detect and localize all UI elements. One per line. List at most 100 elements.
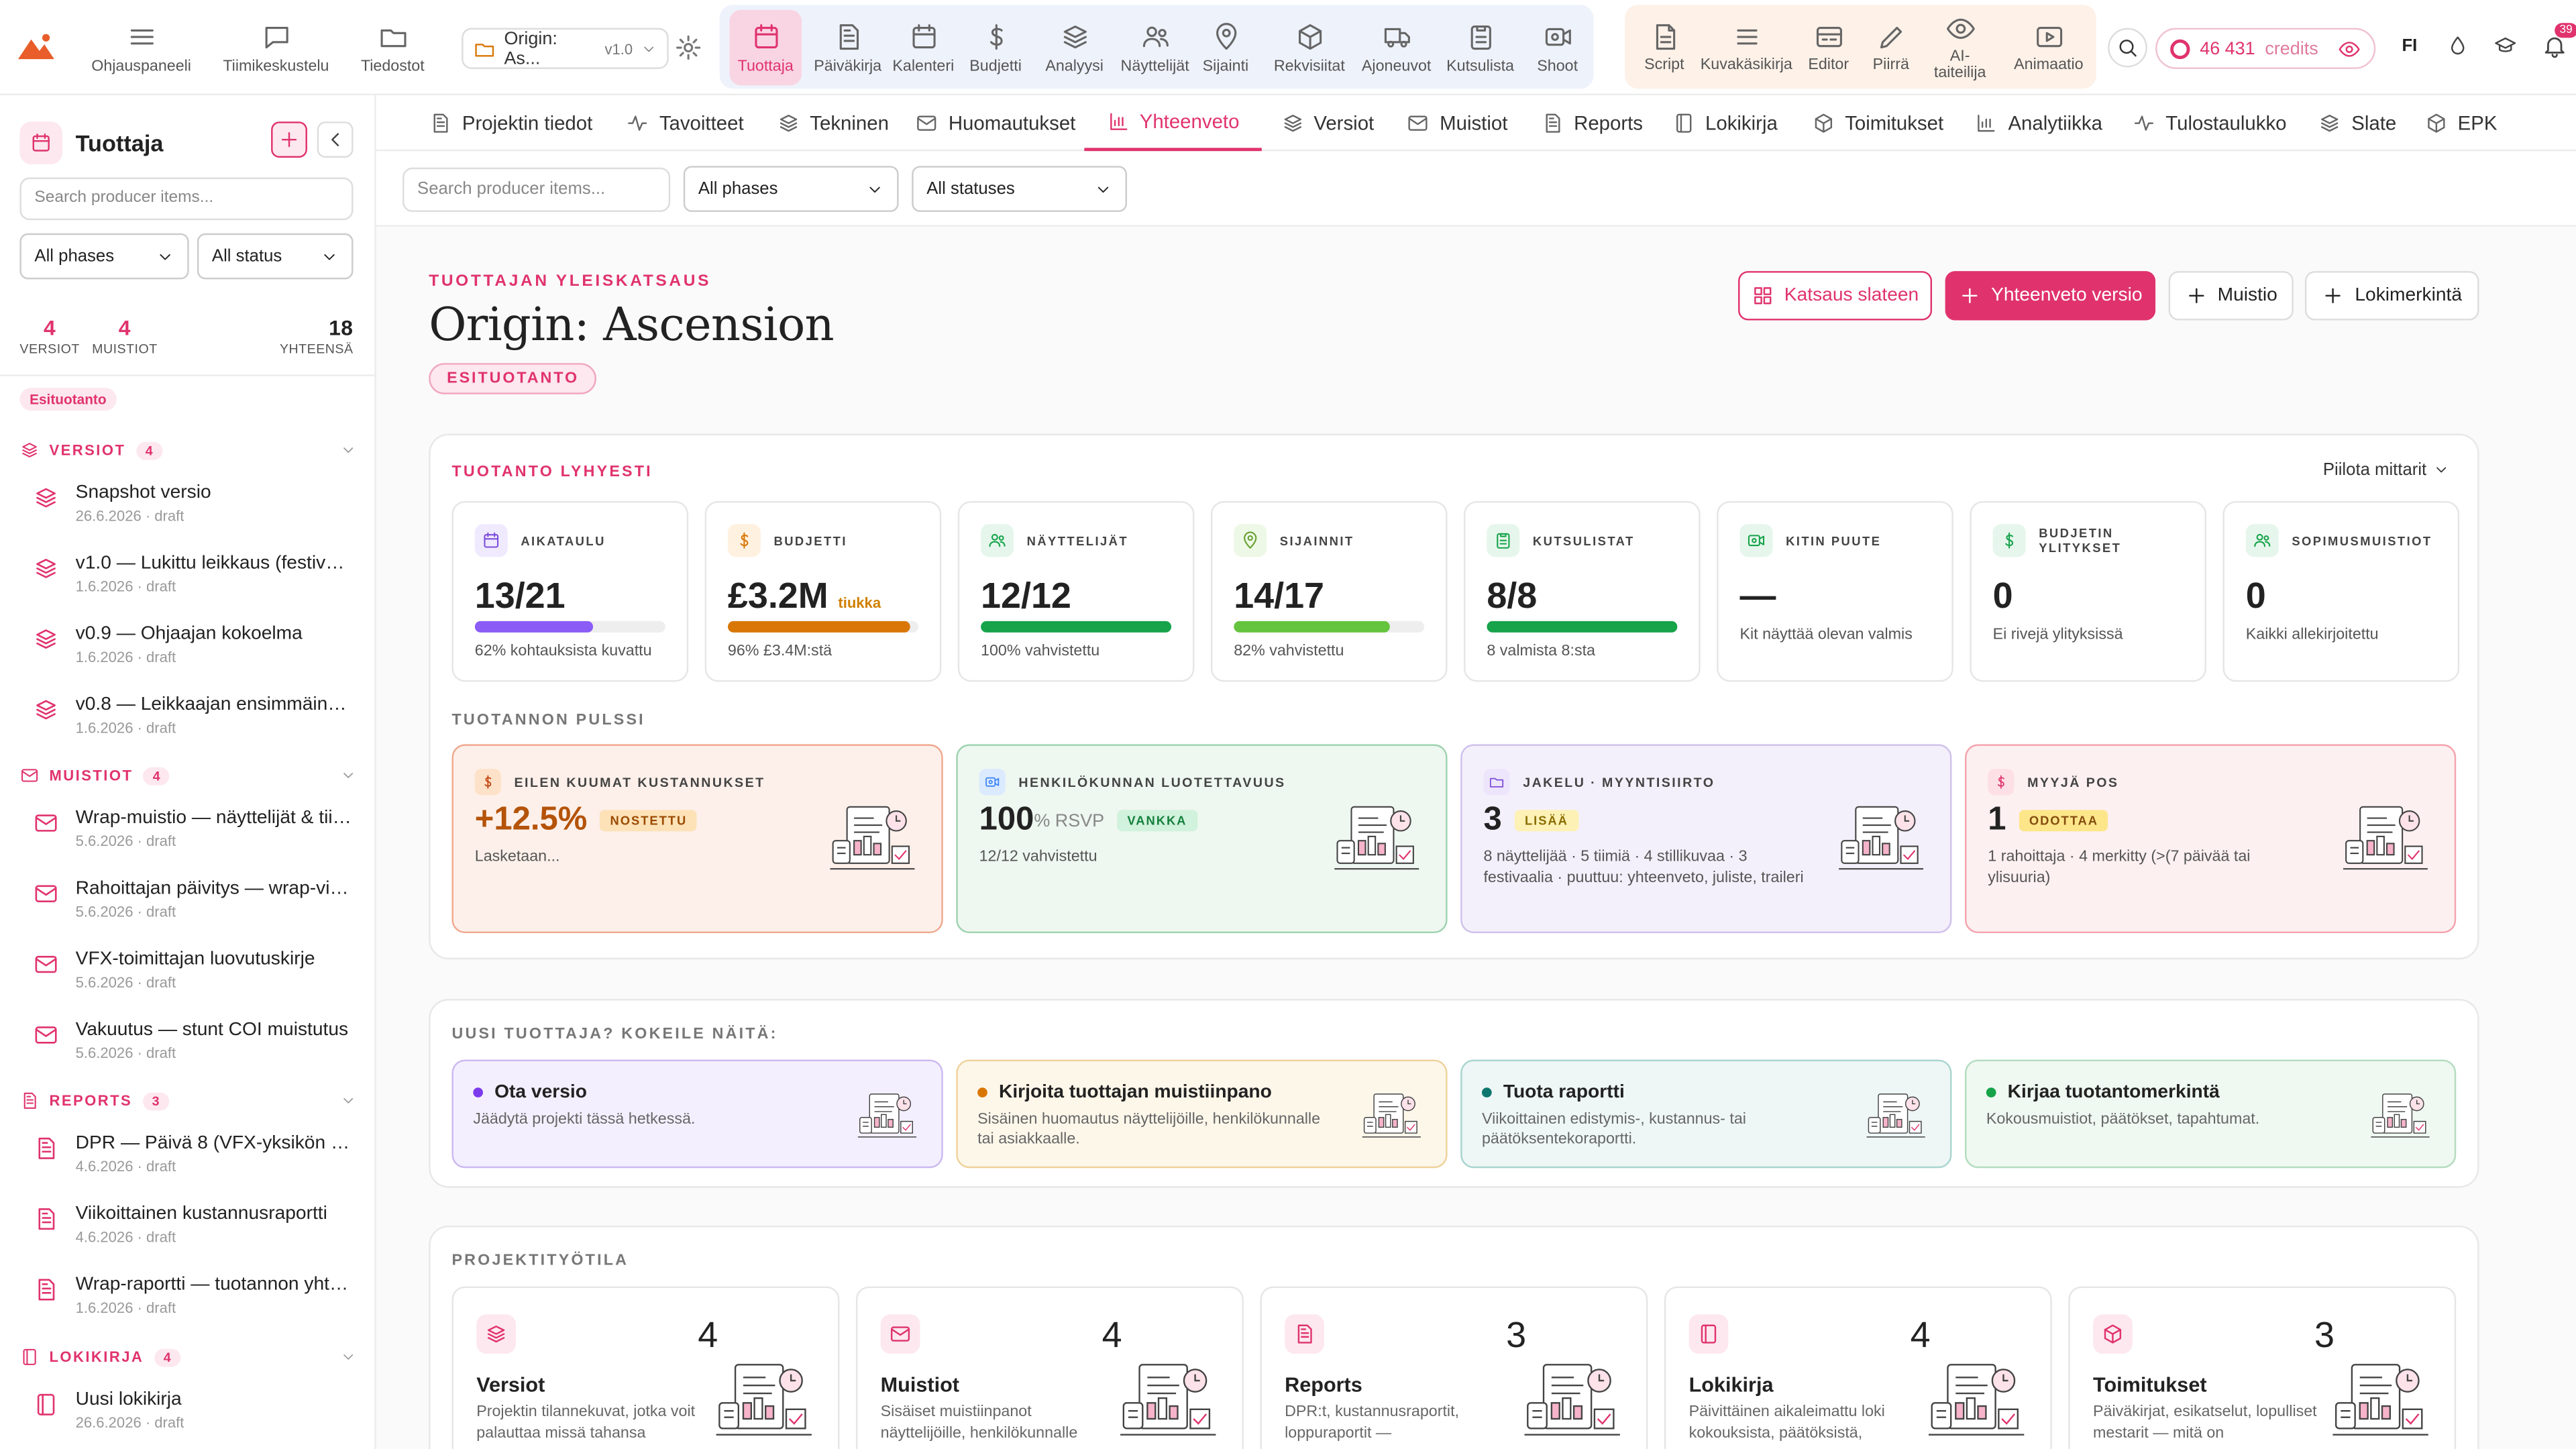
sidebar-phase-filter[interactable]: All phases: [19, 233, 189, 280]
workspace-card[interactable]: 4 Muistiot Sisäiset muistiinpanot näytte…: [855, 1286, 1244, 1449]
workspace-card[interactable]: 4 Versiot Projektin tilannekuvat, jotka …: [451, 1286, 840, 1449]
tab-9[interactable]: Toimitukset: [1799, 95, 1957, 151]
sidebar-list-item[interactable]: v0.8 — Leikkaajan ensimmäinen versio 1.6.…: [33, 695, 362, 736]
sidebar-list-item[interactable]: Viikoittainen kustannusraportti 4.6.2026 …: [33, 1204, 362, 1245]
sidebar-search-input[interactable]: Search producer items...: [19, 177, 354, 221]
tab-0[interactable]: Projektin tiedot: [422, 95, 599, 151]
module-4[interactable]: Analyysi: [1036, 10, 1112, 86]
creative-module-2[interactable]: Editor: [1799, 0, 1858, 95]
onboarding-card[interactable]: Tuota raportti Viikoittainen edistymis-,…: [1460, 1059, 1952, 1169]
metric-card[interactable]: SIJAINNIT 14/17 82% vahvistettu: [1210, 500, 1448, 682]
learn-button[interactable]: [2494, 34, 2517, 57]
metric-subtext: Ei rivejä ylityksissä: [1992, 626, 2123, 645]
workspace-card[interactable]: 3 Reports DPR:t, kustannusraportit, lopp…: [1260, 1286, 1648, 1449]
creative-module-0[interactable]: Script: [1635, 0, 1694, 95]
tab-8[interactable]: Lokikirja: [1661, 95, 1789, 151]
search-button[interactable]: [2108, 28, 2147, 68]
main-search-input[interactable]: Search producer items...: [402, 167, 671, 212]
illustration-icon: [1117, 1354, 1219, 1446]
metric-card[interactable]: SOPIMUSMUISTIOT 0 Kaikki allekirjoitettu: [2222, 500, 2460, 682]
tab-11[interactable]: Tulostaulukko: [2121, 95, 2298, 151]
theme-button[interactable]: [2447, 34, 2469, 57]
project-selector[interactable]: Origin: As... v1.0: [462, 28, 669, 69]
hide-metrics-toggle[interactable]: Piilota mittarit: [2323, 460, 2450, 480]
sidebar-section-versiot[interactable]: VERSIOT 4: [19, 440, 356, 460]
sidebar-list-item[interactable]: Rahoittajan päivitys — wrap-viikko 5.6.20…: [33, 879, 362, 920]
tab-7[interactable]: Reports: [1528, 95, 1656, 151]
module-2[interactable]: Kalenteri: [887, 10, 959, 86]
sidebar-section-reports[interactable]: REPORTS 3: [19, 1091, 356, 1110]
item-title: DPR — Päivä 8 (VFX-yksikön wrap): [75, 1133, 352, 1154]
tab-6[interactable]: Muistiot: [1393, 95, 1521, 151]
creative-module-3[interactable]: Piirrä: [1863, 0, 1919, 95]
nav-ohjauspaneeli[interactable]: Ohjauspaneeli: [85, 0, 197, 95]
summary-version-button[interactable]: Yhteenveto versio: [1945, 271, 2156, 321]
tab-3[interactable]: Huomautukset: [912, 95, 1079, 151]
module-8[interactable]: Ajoneuvot: [1357, 10, 1436, 86]
nav-tiimikeskustelu[interactable]: Tiimikeskustelu: [210, 0, 341, 95]
sidebar-list-item[interactable]: DPR — Päivä 8 (VFX-yksikön wrap) 4.6.2026…: [33, 1134, 362, 1175]
pulse-card[interactable]: HENKILÖKUNNAN LUOTETTAVUUS 100% RSVP VANK…: [956, 744, 1448, 934]
module-10[interactable]: Shoot: [1525, 10, 1591, 86]
sidebar-section-muistiot[interactable]: MUISTIOT 4: [19, 765, 356, 785]
creative-module-1[interactable]: Kuvakäsikirja: [1697, 0, 1796, 95]
add-item-button[interactable]: [271, 121, 307, 158]
sidebar-list-item[interactable]: Uusi lokikirja 26.6.2026 · draft: [33, 1390, 362, 1431]
sidebar-list-item[interactable]: Snapshot versio 26.6.2026 · draft: [33, 483, 362, 524]
module-3[interactable]: Budjetti: [959, 10, 1032, 86]
module-9[interactable]: Kutsulista: [1439, 10, 1521, 86]
module-7[interactable]: Rekvisiitat: [1265, 10, 1354, 86]
sidebar-list-item[interactable]: v1.0 — Lukittu leikkaus (festivaalileikk…: [33, 553, 362, 595]
pulse-card[interactable]: JAKELU · MYYNTISIIRTO 3 LISÄÄ 8 näyttelij…: [1460, 744, 1952, 934]
pulse-card[interactable]: MYYJÄ POS 1 ODOTTAA 1 rahoittaja · 4 merk…: [1965, 744, 2457, 934]
metric-card[interactable]: NÄYTTELIJÄT 12/12 100% vahvistettu: [957, 500, 1195, 682]
tab-13[interactable]: EPK: [2415, 95, 2507, 151]
log-entry-button[interactable]: Lokimerkintä: [2304, 271, 2479, 321]
module-5[interactable]: Näyttelijät: [1114, 10, 1195, 86]
notifications-button[interactable]: 39: [2542, 23, 2576, 59]
app-logo[interactable]: [16, 30, 56, 62]
sidebar-list-item[interactable]: v0.9 — Ohjaajan kokoelma 1.6.2026 · draft: [33, 625, 362, 665]
memo-button[interactable]: Muistio: [2168, 271, 2294, 321]
metric-card[interactable]: AIKATAULU 13/21 62% kohtauksista kuvattu: [451, 500, 689, 682]
sidebar-status-filter[interactable]: All status: [197, 233, 354, 280]
sidebar-list-item[interactable]: Vakuutus — stunt COI muistutus 5.6.2026 ·…: [33, 1020, 362, 1061]
metric-card[interactable]: BUDJETTI £3.2M tiukka 96% £3.4M:stä: [704, 500, 942, 682]
workspace-card[interactable]: 3 Toimitukset Päiväkirjat, esikatselut, …: [2068, 1286, 2457, 1449]
sidebar-list-item[interactable]: Wrap-raportti — tuotannon yhteenveto 1.6.…: [33, 1275, 362, 1316]
onboarding-card[interactable]: Kirjoita tuottajan muistiinpano Sisäinen…: [956, 1059, 1448, 1169]
sidebar-list-item[interactable]: Wrap-muistio — näyttelijät & tiimi 5.6.20…: [33, 808, 362, 849]
module-6[interactable]: Sijainti: [1193, 10, 1258, 86]
slate-overview-button[interactable]: Katsaus slateen: [1738, 271, 1933, 321]
credits-badge[interactable]: 46 431 credits: [2155, 28, 2376, 69]
project-settings-button[interactable]: [674, 33, 703, 62]
tab-10[interactable]: Analytiikka: [1964, 95, 2114, 151]
onboarding-card[interactable]: Ota versio Jäädytä projekti tässä hetkes…: [451, 1059, 943, 1169]
document-icon: [19, 1091, 39, 1110]
tab-5[interactable]: Versiot: [1269, 95, 1387, 151]
metric-card[interactable]: KITIN PUUTE — Kit näyttää olevan valmis: [1717, 500, 1953, 682]
tab-12[interactable]: Slate: [2305, 95, 2410, 151]
pulse-card[interactable]: EILEN KUUMAT KUSTANNUKSET +12.5% NOSTETTU…: [451, 744, 943, 934]
phase-filter[interactable]: All phases: [683, 166, 899, 212]
sidebar-list-item[interactable]: VFX-toimittajan luovutuskirje 5.6.2026 · …: [33, 950, 362, 991]
tab-2[interactable]: Tekninen: [767, 95, 899, 151]
language-switch[interactable]: FI: [2402, 36, 2418, 56]
document-icon: [33, 1135, 59, 1161]
metric-card[interactable]: BUDJETIN YLITYKSET 0 Ei rivejä ylityksis…: [1970, 500, 2207, 682]
workspace-card-desc: DPR:t, kustannusraportit, loppuraportit …: [1285, 1403, 1460, 1443]
nav-tiedostot[interactable]: Tiedostot: [348, 0, 437, 95]
workspace-card[interactable]: 4 Lokikirja Päivittäinen aikaleimattu lo…: [1664, 1286, 2052, 1449]
metric-label: BUDJETIN YLITYKSET: [2039, 525, 2122, 555]
onboarding-card[interactable]: Kirjaa tuotantomerkintä Kokousmuistiot, …: [1965, 1059, 2457, 1169]
sidebar-section-lokikirja[interactable]: LOKIKIRJA 4: [19, 1347, 356, 1366]
metric-card[interactable]: KUTSULISTAT 8/8 8 valmista 8:sta: [1464, 500, 1701, 682]
module-0[interactable]: Tuottaja: [729, 9, 802, 86]
collapse-sidebar-button[interactable]: [317, 121, 354, 158]
status-filter[interactable]: All statuses: [912, 166, 1128, 212]
creative-module-5[interactable]: Animaatio: [2004, 0, 2093, 95]
tab-1[interactable]: Tavoitteet: [616, 95, 754, 151]
module-1[interactable]: Päiväkirja: [806, 10, 888, 86]
tab-4[interactable]: Yhteenveto: [1084, 95, 1262, 152]
creative-module-4[interactable]: AI-taiteilija: [1922, 0, 1998, 95]
